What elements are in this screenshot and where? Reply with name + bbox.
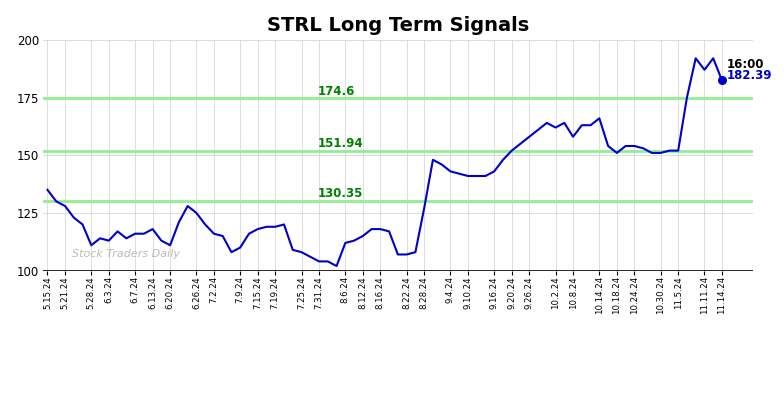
Title: STRL Long Term Signals: STRL Long Term Signals xyxy=(267,16,529,35)
Point xyxy=(716,77,728,84)
Text: 182.39: 182.39 xyxy=(726,69,772,82)
Text: 130.35: 130.35 xyxy=(318,187,363,200)
Text: 151.94: 151.94 xyxy=(318,137,363,150)
Text: Stock Traders Daily: Stock Traders Daily xyxy=(71,249,180,259)
Text: 16:00: 16:00 xyxy=(726,58,764,71)
Text: 174.6: 174.6 xyxy=(318,85,354,98)
